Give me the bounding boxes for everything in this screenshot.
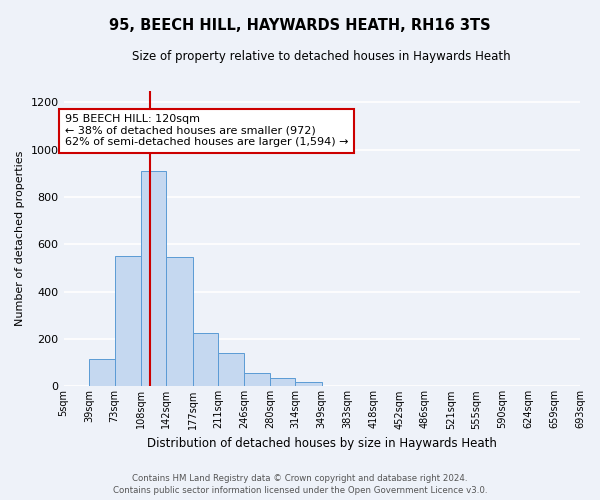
Bar xyxy=(166,258,193,386)
Bar xyxy=(89,359,115,386)
Bar xyxy=(244,374,270,386)
Text: 95, BEECH HILL, HAYWARDS HEATH, RH16 3TS: 95, BEECH HILL, HAYWARDS HEATH, RH16 3TS xyxy=(109,18,491,32)
Bar xyxy=(193,333,218,386)
Bar xyxy=(270,378,295,386)
Title: Size of property relative to detached houses in Haywards Heath: Size of property relative to detached ho… xyxy=(133,50,511,63)
Bar xyxy=(295,382,322,386)
X-axis label: Distribution of detached houses by size in Haywards Heath: Distribution of detached houses by size … xyxy=(147,437,497,450)
Bar xyxy=(141,171,166,386)
Text: 95 BEECH HILL: 120sqm
← 38% of detached houses are smaller (972)
62% of semi-det: 95 BEECH HILL: 120sqm ← 38% of detached … xyxy=(65,114,349,148)
Y-axis label: Number of detached properties: Number of detached properties xyxy=(15,151,25,326)
Text: Contains HM Land Registry data © Crown copyright and database right 2024.
Contai: Contains HM Land Registry data © Crown c… xyxy=(113,474,487,495)
Bar xyxy=(218,354,244,386)
Bar xyxy=(115,256,141,386)
